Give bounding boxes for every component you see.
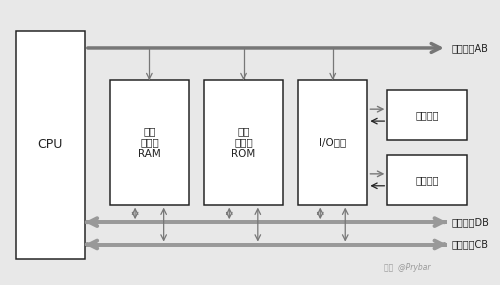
Bar (388, 155, 466, 205)
Text: 随机
存储器
RAM: 随机 存储器 RAM (138, 126, 161, 159)
Bar (110, 80, 189, 205)
Text: CPU: CPU (38, 139, 63, 152)
Bar (16, 30, 85, 259)
Text: 输入设备: 输入设备 (415, 110, 438, 120)
Text: 地址总线AB: 地址总线AB (452, 43, 488, 53)
Text: 输出设备: 输出设备 (415, 175, 438, 185)
Text: I/O接口: I/O接口 (319, 137, 346, 148)
Text: 知乎  @Prybar: 知乎 @Prybar (384, 263, 430, 272)
Text: 控制总线CB: 控制总线CB (452, 239, 488, 249)
Bar (388, 90, 466, 140)
Bar (298, 80, 368, 205)
Text: 数据总线DB: 数据总线DB (452, 217, 490, 227)
Text: 只读
存储器
ROM: 只读 存储器 ROM (232, 126, 256, 159)
Bar (204, 80, 283, 205)
